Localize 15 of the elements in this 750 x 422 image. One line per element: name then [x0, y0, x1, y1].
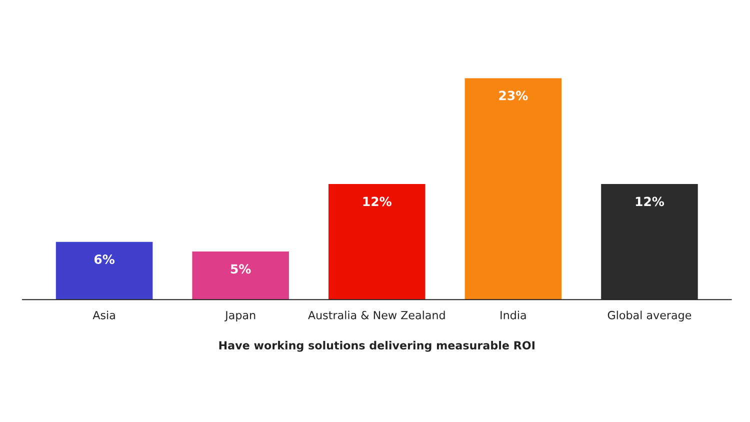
x-tick-label: Asia [92, 310, 115, 320]
x-tick-label: India [500, 310, 526, 320]
bar [192, 251, 289, 300]
x-tick-label: Global average [608, 310, 692, 322]
x-tick-label: Australia & New Zealand [308, 310, 445, 320]
bar [464, 78, 562, 300]
x-tick-label: Japan [224, 311, 256, 322]
data-label: 5% [230, 264, 251, 274]
data-label: 6% [94, 254, 114, 264]
x-axis-title: Have working solutions delivering measurable ROI [219, 340, 534, 352]
data-label: 12% [363, 196, 392, 206]
bar [56, 242, 153, 300]
data-label: 12% [636, 196, 664, 206]
bar [328, 184, 426, 300]
data-label: 23% [499, 90, 528, 100]
